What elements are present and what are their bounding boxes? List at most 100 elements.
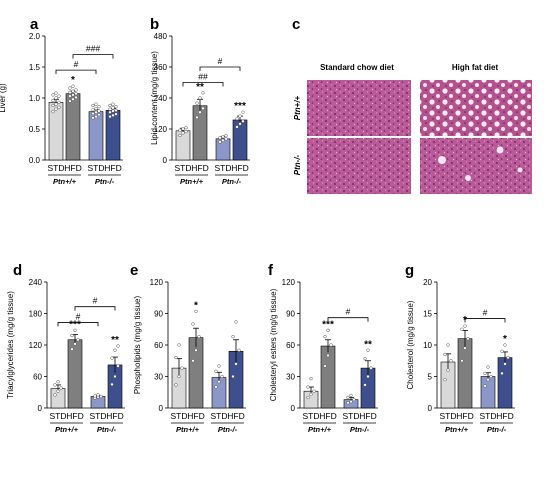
data-point [97,105,101,109]
data-point [180,366,184,370]
data-point [94,114,98,119]
x-tick-label: HFD [231,163,248,173]
data-point [68,99,72,103]
genotype-label: Ptn+/+ [53,177,77,186]
genotype-label: Ptn-/- [218,425,238,434]
data-point [114,105,118,109]
panel-c: c Standard chow diet High fat diet Ptn+/… [292,16,532,194]
data-point [114,112,118,116]
data-point [217,364,221,368]
genotype-label: Ptn+/+ [445,425,469,434]
data-point [352,397,356,402]
data-point [191,359,195,363]
genotype-label: Ptn-/- [97,425,117,434]
data-point [346,395,350,400]
data-point [76,338,80,342]
y-tick-label: 60 [154,341,163,350]
genotype-label: Ptn-/- [350,425,370,434]
bracket-label: ## [198,72,208,82]
data-point [312,389,316,393]
y-tick-label: 0 [38,404,43,413]
x-tick-label: STD [50,411,67,421]
genotype-label: Ptn+/+ [308,425,332,434]
data-point [238,114,242,118]
bracket-label: # [93,296,98,306]
data-point [201,106,205,110]
x-tick-label: STD [171,411,188,421]
data-point [238,122,242,126]
data-point [194,309,198,314]
data-point [71,89,75,93]
data-point [195,101,199,105]
data-point [463,346,467,350]
x-tick-label: STD [440,411,457,421]
significance-stars: *** [69,319,81,330]
chart-b: b 0 120 240 360 480 Lipid content (mg/g tissue… [150,16,250,186]
data-point [108,107,112,111]
significance-bracket [182,82,224,87]
data-point [177,374,181,379]
data-point [91,111,95,116]
y-tick-label: 60 [33,373,42,382]
x-tick-label: HFD [227,411,244,421]
data-point [56,380,60,384]
data-point [214,385,218,389]
col-header-std: Standard chow diet [320,63,394,72]
data-point [91,103,95,108]
data-point [111,113,115,118]
data-point [366,374,370,379]
bar [67,339,83,409]
y-axis-label: Cholesterol (mg/g tissue) [406,300,415,389]
chart-d: d 0 60 120 180 240 Triacylglycerides (mg/g tis… [6,262,125,434]
data-point [181,131,185,135]
data-point [349,400,353,404]
data-point [97,109,101,113]
data-point [71,97,75,101]
significance-bracket [72,54,114,59]
y-axis-label: Cholesteryl esters (mg/g tissue) [269,288,278,401]
y-axis-label: Phospholipids (mg/g tissue) [133,296,142,395]
bracket-label: # [76,311,81,321]
bracket-label: # [346,307,351,317]
genotype-label: Ptn-/- [487,425,507,434]
bracket-label: # [483,308,488,318]
significance-stars: *** [234,101,246,112]
data-point [349,393,353,398]
row-label-ko: Ptn-/- [293,154,302,175]
data-point [110,356,114,360]
y-tick-label: 0 [163,156,168,165]
data-point [197,334,201,339]
bar [88,111,104,161]
y-axis-label: Triacylglycerides (mg/g tissue) [6,291,15,399]
data-point [486,378,490,382]
chart-e: e 0 30 60 90 120 Phospholipids (mg/g tissue) ST… [130,262,246,434]
significance-bracket [74,306,116,311]
data-point [114,108,118,113]
x-tick-label: STD [215,163,232,173]
bracket-label: # [74,59,79,69]
data-point [234,362,238,366]
data-point [96,393,100,397]
data-point [110,382,114,387]
panel-label-a: a [30,16,39,33]
data-point [463,324,467,328]
y-tick-label: 120 [150,278,164,287]
data-point [184,126,188,130]
panel-label-g: g [405,262,414,279]
genotype-label: Ptn+/+ [55,425,79,434]
chart-g: g 0 5 10 15 20 Cholesterol (mg/g tissue) STD * HF… [405,262,515,434]
y-tick-label: 90 [286,310,295,319]
histology-hfd-wt [420,80,532,136]
bar [175,130,191,161]
data-point [309,392,313,397]
data-point [57,105,61,109]
panel-label-e: e [130,262,138,279]
bar [105,110,121,161]
data-point [74,88,78,92]
data-point [93,394,97,398]
data-point [108,110,112,114]
genotype-label: Ptn+/+ [176,425,200,434]
data-point [108,114,112,119]
data-point [68,94,72,98]
data-point [99,394,103,399]
